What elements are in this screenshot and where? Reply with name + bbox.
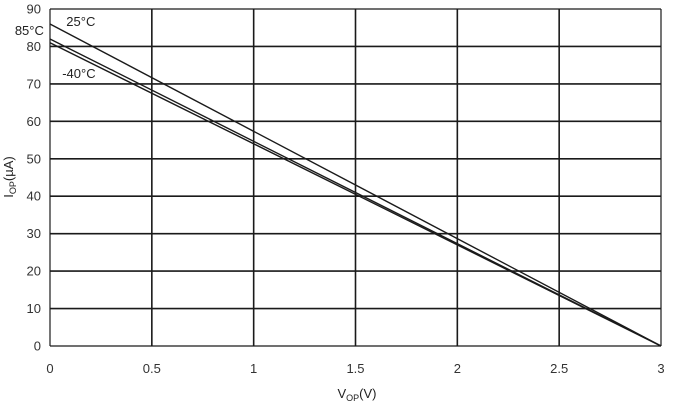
y-axis-title-unit: (µA) (1, 156, 16, 181)
series-line-2 (49, 42, 662, 347)
x-axis-title-main: V (337, 386, 346, 401)
y-tick-label-7: 70 (27, 76, 41, 91)
series-lines (49, 23, 662, 347)
series-label-2: -40°C (62, 66, 95, 81)
curve-labels: 25°C 85°C -40°C (15, 14, 96, 81)
x-tick-label-1: 0.5 (143, 361, 161, 376)
x-axis-title-unit: (V) (359, 386, 376, 401)
y-tick-label-8: 80 (27, 39, 41, 54)
y-tick-label-5: 50 (27, 151, 41, 166)
y-tick-label-1: 10 (27, 301, 41, 316)
y-axis-title-sub: OP (8, 181, 18, 194)
series-label-1: 85°C (15, 23, 44, 38)
y-tick-label-9: 90 (27, 2, 41, 17)
grid-lines (49, 8, 662, 347)
x-tick-label-0: 0 (46, 361, 53, 376)
y-axis-title-main: I (1, 194, 16, 198)
y-tick-label-2: 20 (27, 264, 41, 279)
x-tick-label-2: 1 (250, 361, 257, 376)
x-tick-label-4: 2 (454, 361, 461, 376)
series-label-0: 25°C (66, 14, 95, 29)
x-axis-title: VOP(V) (337, 386, 376, 403)
y-axis-title: IOP(µA) (1, 156, 18, 197)
y-tick-label-4: 40 (27, 189, 41, 204)
series-line-0 (49, 23, 662, 347)
x-axis-title-sub: OP (346, 393, 359, 403)
x-tick-label-5: 2.5 (550, 361, 568, 376)
y-tick-label-0: 0 (34, 339, 41, 354)
y-tick-label-3: 30 (27, 226, 41, 241)
x-tick-label-3: 1.5 (346, 361, 364, 376)
y-tick-label-6: 60 (27, 114, 41, 129)
x-tick-label-6: 3 (657, 361, 664, 376)
